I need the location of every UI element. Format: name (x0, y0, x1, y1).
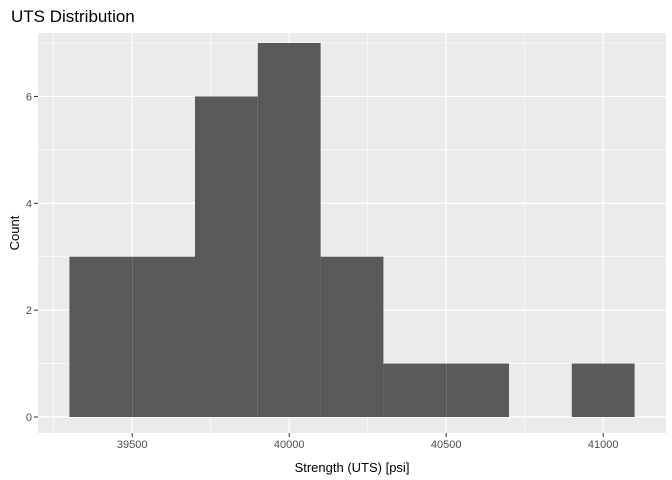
histogram-bar (383, 363, 447, 417)
x-axis-title: Strength (UTS) [psi] (295, 460, 410, 475)
histogram-bar (195, 96, 258, 417)
x-tick-label: 41000 (588, 439, 619, 451)
histogram-bars (69, 43, 635, 417)
y-tick-label: 0 (26, 412, 32, 424)
histogram-bar (69, 256, 133, 417)
y-axis-title: Count (7, 215, 22, 250)
x-axis: 39500 40000 40500 41000 (117, 433, 619, 451)
y-axis: 0 2 4 6 (26, 91, 38, 424)
histogram-bar (320, 256, 384, 417)
histogram-bar (571, 363, 635, 417)
y-tick-label: 2 (26, 305, 32, 317)
y-tick-label: 6 (26, 91, 32, 103)
histogram-bar (446, 363, 509, 417)
histogram-bar (132, 256, 195, 417)
x-tick-label: 40500 (431, 439, 462, 451)
y-tick-label: 4 (26, 198, 32, 210)
chart-title: UTS Distribution (11, 7, 135, 26)
x-tick-label: 40000 (274, 439, 305, 451)
histogram-bar (257, 43, 321, 417)
x-tick-label: 39500 (117, 439, 148, 451)
